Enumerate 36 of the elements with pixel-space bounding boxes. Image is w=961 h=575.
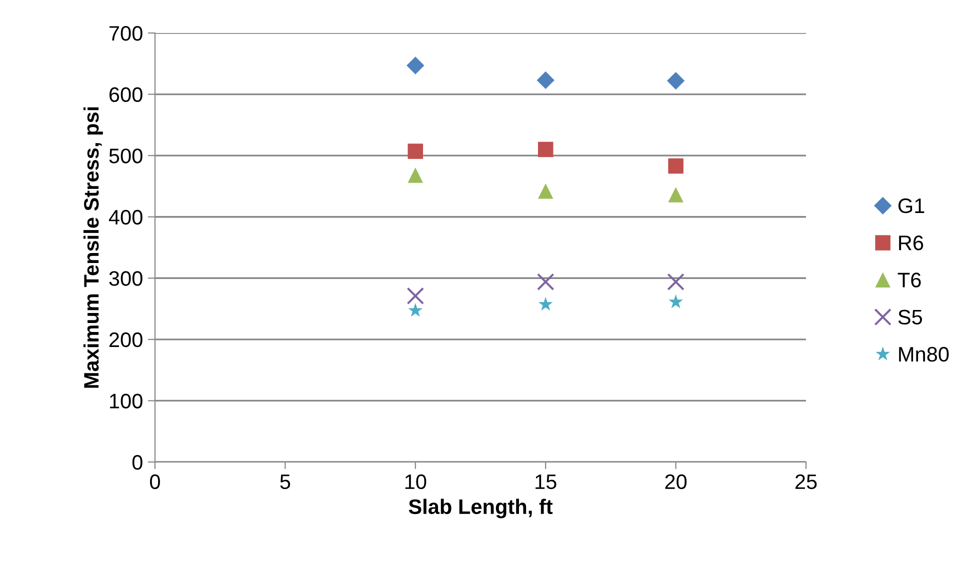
x-axis-title: Slab Length, ft [408, 498, 553, 518]
y-axis-title: Maximum Tensile Stress, psi [83, 107, 103, 388]
y-tick-label: 100 [110, 394, 142, 408]
y-tick-label: 600 [109, 87, 142, 102]
x-tick-label: 10 [405, 474, 426, 490]
y-tick-label: 700 [110, 26, 142, 41]
x-tick-label: 15 [536, 474, 556, 490]
point [538, 142, 554, 158]
y-tick-label: 500 [109, 148, 142, 164]
y-tick-label: 200 [109, 332, 142, 348]
point [536, 71, 554, 90]
point [538, 183, 554, 199]
point [538, 296, 553, 311]
y-tick-label: 400 [108, 210, 142, 225]
point [406, 287, 424, 305]
legend-label: Mn80 [899, 346, 949, 362]
legend-label: S5 [898, 310, 922, 325]
point [408, 302, 423, 317]
point [668, 187, 684, 202]
point [667, 273, 684, 291]
x-tick-label: 25 [795, 474, 817, 490]
y-tick-label: 300 [109, 271, 142, 286]
point [666, 72, 685, 90]
x-tick-label: 5 [280, 474, 290, 490]
point [408, 144, 424, 159]
x-tick-label: 0 [150, 474, 160, 490]
point [406, 56, 424, 74]
point [668, 158, 684, 174]
point [536, 273, 554, 291]
point [408, 168, 424, 183]
y-tick-label: 0 [132, 455, 142, 470]
point [668, 294, 684, 308]
legend-label: R6 [899, 236, 924, 250]
x-tick-label: 20 [665, 474, 687, 490]
legend-label: T6 [898, 272, 921, 288]
legend-label: G1 [898, 198, 924, 214]
